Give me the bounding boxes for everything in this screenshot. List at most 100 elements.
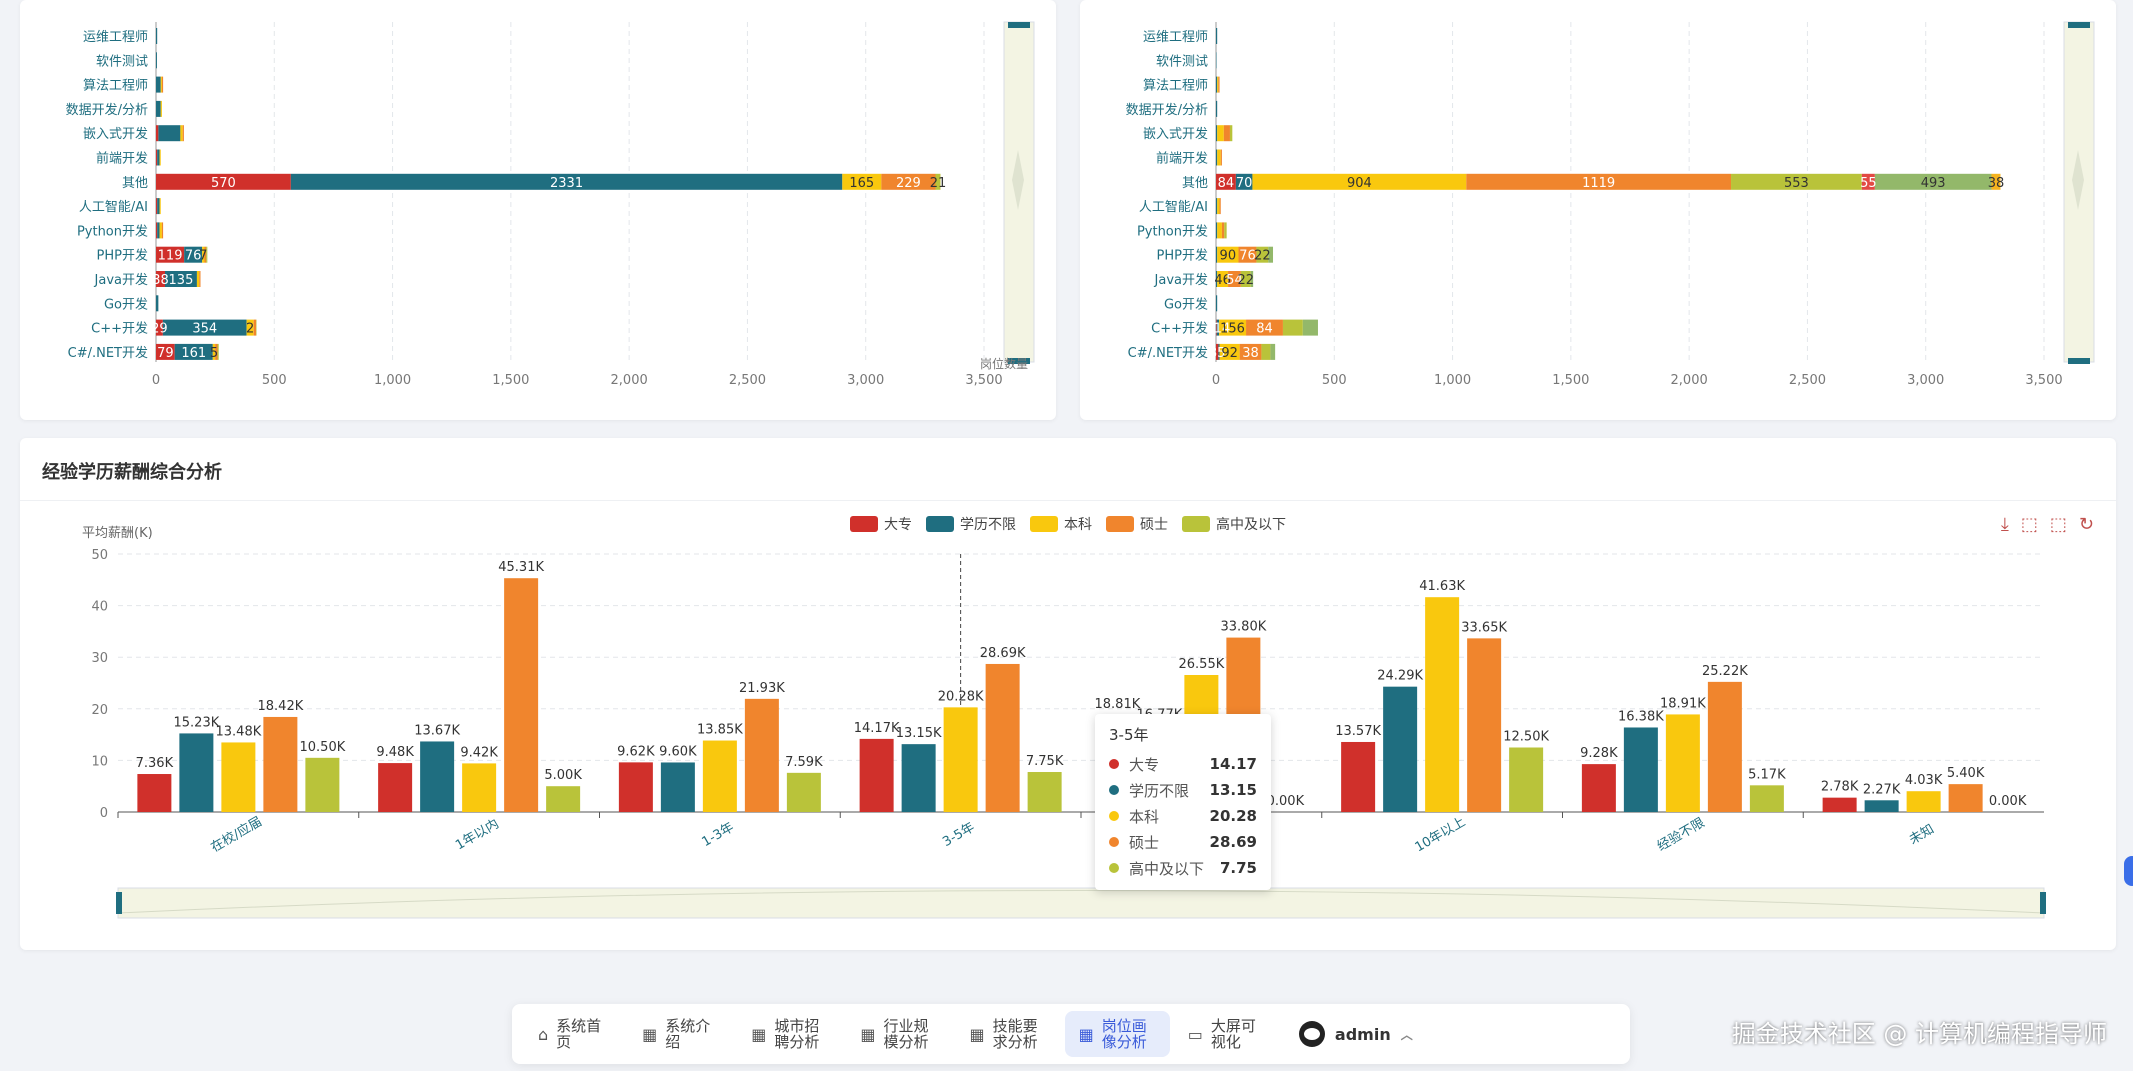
x-tick-label: 2,500 xyxy=(1789,373,1826,388)
nav-item[interactable]: ▦ 系统介绍 xyxy=(628,1011,733,1057)
bar-value-label: 20.28K xyxy=(938,689,984,704)
nav-item[interactable]: ▦ 城市招聘分析 xyxy=(737,1011,842,1057)
bar-segment xyxy=(1216,271,1218,287)
category-label: C#/.NET开发 xyxy=(68,345,148,361)
tooltip-series-value: 14.17 xyxy=(1209,755,1257,773)
x-tick-label: 1,000 xyxy=(1434,373,1471,388)
bar-segment xyxy=(162,319,247,336)
bar-value-label: 15.23K xyxy=(174,715,220,730)
tooltip-series-name: 硕士 xyxy=(1129,833,1160,852)
bar xyxy=(462,763,497,812)
bar-segment xyxy=(161,76,164,93)
legend-swatch xyxy=(1182,516,1210,532)
bar-segment xyxy=(1216,125,1218,142)
category-label: C++开发 xyxy=(1151,321,1208,337)
x-category-label: 经验不限 xyxy=(1654,815,1707,855)
bar xyxy=(504,578,539,812)
legend-item[interactable]: 本科 xyxy=(1030,514,1092,534)
bar-segment xyxy=(174,343,213,360)
bar-value-label: 79 xyxy=(157,346,174,361)
bar-segment xyxy=(1238,246,1257,263)
floating-action-handle[interactable] xyxy=(2124,856,2133,886)
chart-toolbox: ⤓ ⬚ ⬚ ↻ xyxy=(2001,516,2094,534)
bar-segment xyxy=(1250,271,1254,287)
bar-value-label: 16.38K xyxy=(1618,709,1664,724)
legend-swatch xyxy=(850,516,878,532)
legend-item[interactable]: 高中及以下 xyxy=(1182,514,1286,534)
bar-segment xyxy=(159,222,162,239)
bar-segment xyxy=(156,271,165,287)
bar-segment xyxy=(161,222,164,239)
bar-value-label: 21.93K xyxy=(739,681,785,696)
x-tick-label: 3,000 xyxy=(847,373,884,388)
category-label: 算法工程师 xyxy=(1143,79,1208,94)
tooltip-series-name: 本科 xyxy=(1129,807,1160,826)
nav-item[interactable]: ▦ 行业规模分析 xyxy=(846,1011,951,1057)
x-tick-label: 0 xyxy=(1212,373,1220,388)
bar-segment xyxy=(1240,271,1251,287)
bar-segment xyxy=(156,76,161,93)
download-icon[interactable]: ⤓ xyxy=(2000,514,2009,535)
legend-swatch xyxy=(1106,516,1134,532)
x-category-label: 3-5年 xyxy=(940,820,977,850)
zoom-reset-icon[interactable]: ⬚ xyxy=(2049,514,2067,535)
bar-segment xyxy=(1216,149,1218,166)
x-category-label: 1年以内 xyxy=(453,816,502,853)
bar-segment xyxy=(1216,295,1218,312)
category-label: PHP开发 xyxy=(97,248,148,264)
bar-value-label: 90 xyxy=(1220,249,1237,264)
tooltip-series-value: 28.69 xyxy=(1209,833,1257,851)
series-dot-icon xyxy=(1109,837,1119,847)
bar-segment xyxy=(1216,319,1220,336)
bar-value-label: 25.22K xyxy=(1702,664,1748,679)
bar xyxy=(985,663,1020,812)
category-label: 前端开发 xyxy=(1156,151,1208,167)
refresh-icon[interactable]: ↻ xyxy=(2078,514,2094,535)
legend-item[interactable]: 大专 xyxy=(850,514,912,534)
bar-segment xyxy=(156,52,157,69)
bar-value-label: 165 xyxy=(849,176,874,191)
grid-icon: ▦ xyxy=(751,1024,767,1044)
experience-education-panel: 经验学历薪酬综合分析 平均薪酬(K) 大专 学历不限 本科 硕士 高中及以下 ⤓ ⬚ ⬚… xyxy=(20,438,2116,950)
nav-item[interactable]: ▭ 大屏可视化 xyxy=(1174,1011,1279,1057)
bar-segment xyxy=(156,173,291,190)
home-icon: ⌂ xyxy=(538,1024,549,1044)
user-menu[interactable]: admin ︿ xyxy=(1298,1021,1413,1047)
bar-segment xyxy=(1216,76,1218,93)
bar-value-label: 28.69K xyxy=(980,646,1026,661)
bar xyxy=(1581,764,1616,812)
chart-legend: 大专 学历不限 本科 硕士 高中及以下 xyxy=(20,514,2116,534)
bar-segment xyxy=(1221,222,1225,239)
data-zoom-slider xyxy=(117,887,2045,919)
legend-item[interactable]: 学历不限 xyxy=(926,514,1016,534)
category-label: Java开发 xyxy=(94,272,148,288)
bar-value-label: 76 xyxy=(1239,249,1256,264)
nav-item[interactable]: ▦ 岗位画像分析 xyxy=(1064,1011,1170,1057)
nav-item[interactable]: ⌂ 系统首页 xyxy=(524,1011,624,1057)
tooltip-series-value: 20.28 xyxy=(1209,807,1257,825)
bar-segment xyxy=(1223,125,1230,142)
bar-segment xyxy=(1216,222,1218,239)
legend-item[interactable]: 硕士 xyxy=(1106,514,1168,534)
category-label: C++开发 xyxy=(91,321,148,337)
bar xyxy=(859,738,894,812)
data-zoom-handle-left xyxy=(116,892,122,914)
category-label: 嵌入式开发 xyxy=(83,126,148,142)
x-category-label: 1-3年 xyxy=(700,820,737,850)
x-tick-label: 2,000 xyxy=(611,373,648,388)
bar-value-label: 13.57K xyxy=(1335,724,1381,739)
avatar xyxy=(1298,1021,1325,1047)
bar-value-label: 119 xyxy=(158,249,183,264)
zoom-preview-shape xyxy=(2072,150,2084,210)
bar xyxy=(546,786,581,812)
bar-value-label: 5.00K xyxy=(544,768,582,783)
bar-segment xyxy=(842,173,882,190)
category-label: 数据开发/分析 xyxy=(66,102,148,118)
zoom-icon[interactable]: ⬚ xyxy=(2020,514,2038,535)
nav-item[interactable]: ▦ 技能要求分析 xyxy=(956,1011,1061,1057)
legend-label: 本科 xyxy=(1064,517,1092,533)
bar-segment xyxy=(180,125,183,142)
bar-value-label: 2.78K xyxy=(1821,780,1859,795)
bar-value-label: 33.65K xyxy=(1461,620,1507,635)
bar-value-label: 2.27K xyxy=(1863,782,1901,797)
